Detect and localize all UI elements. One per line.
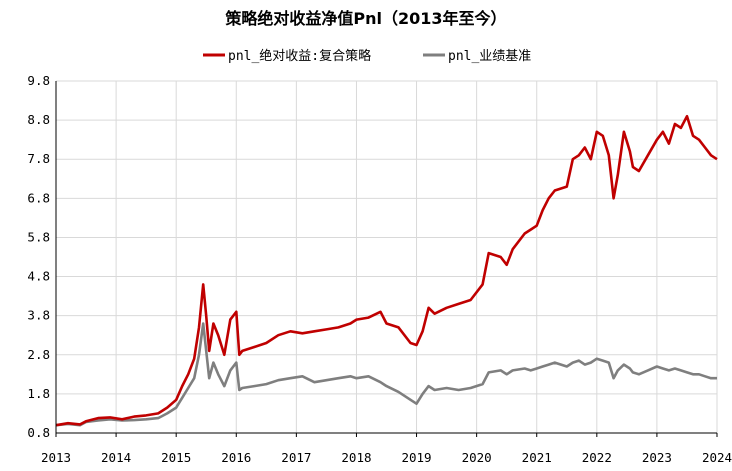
y-tick-label: 2.8 — [27, 347, 50, 362]
y-axis-ticks: 0.8 1.8 2.8 3.8 4.8 5.8 6.8 7.8 8.8 9.8 — [27, 73, 50, 440]
y-tick-label: 1.8 — [27, 386, 50, 401]
y-tick-label: 5.8 — [27, 229, 50, 244]
series-lines — [55, 114, 718, 427]
x-tick-label: 2020 — [462, 450, 492, 465]
legend: pnl_绝对收益:复合策略 pnl_业绩基准 — [203, 48, 531, 64]
x-tick-label: 2019 — [401, 450, 431, 465]
chart-title: 策略绝对收益净值Pnl（2013年至今） — [224, 9, 506, 28]
legend-label-series-0: pnl_绝对收益:复合策略 — [228, 48, 371, 64]
gridlines — [55, 80, 718, 434]
x-tick-label: 2016 — [221, 450, 251, 465]
x-tick-label: 2013 — [41, 450, 71, 465]
x-tick-label: 2022 — [582, 450, 612, 465]
y-tick-label: 7.8 — [27, 151, 50, 166]
x-axis-ticks: 2013 2014 2015 2016 2017 2018 2019 2020 2021 2022… — [41, 433, 732, 465]
x-tick-label: 2014 — [101, 450, 131, 465]
x-tick-label: 2015 — [161, 450, 191, 465]
x-tick-label: 2018 — [341, 450, 371, 465]
y-tick-label: 8.8 — [27, 112, 50, 127]
y-tick-label: 3.8 — [27, 308, 50, 323]
y-tick-label: 4.8 — [27, 269, 50, 284]
y-tick-label: 0.8 — [27, 425, 50, 440]
x-tick-label: 2017 — [281, 450, 311, 465]
x-tick-label: 2021 — [522, 450, 552, 465]
x-tick-label: 2023 — [642, 450, 672, 465]
y-tick-label: 9.8 — [27, 73, 50, 88]
legend-label-series-1: pnl_业绩基准 — [448, 49, 531, 64]
y-tick-label: 6.8 — [27, 190, 50, 205]
series-line-0 — [55, 114, 718, 427]
x-tick-label: 2024 — [702, 450, 732, 465]
series-line-1 — [55, 322, 717, 427]
